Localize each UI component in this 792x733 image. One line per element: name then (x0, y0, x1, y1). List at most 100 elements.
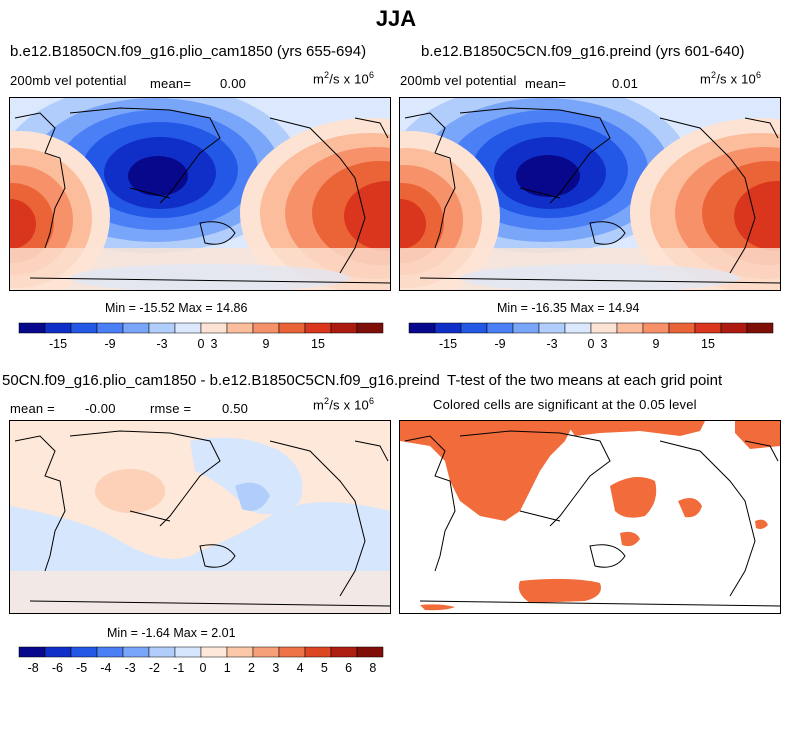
coastlines (14, 430, 390, 607)
map-ttest (399, 420, 781, 614)
colorbar-swatch (538, 322, 566, 334)
colorbar-swatch (642, 322, 670, 334)
panel-tr-mean-label: mean= (525, 76, 567, 91)
colorbar-tick-label: 3 (272, 661, 279, 675)
colorbar-swatch (668, 322, 696, 334)
colorbar-swatch (590, 322, 618, 334)
colorbar-swatch (18, 646, 46, 658)
panel-bl-rmse-label: rmse = (150, 401, 192, 416)
panel-tl-units: m2/s x 106 (313, 70, 375, 87)
coastlines (14, 107, 390, 284)
panel-tl-case-title: b.e12.B1850CN.f09_g16.plio_cam1850 (yrs … (10, 43, 367, 60)
colorbar-tick-label: -4 (100, 661, 111, 675)
velocity-potential-field (400, 98, 780, 290)
colorbar-swatch (18, 322, 46, 334)
colorbar-swatch (252, 646, 280, 658)
colorbar-swatch (252, 322, 280, 334)
colorbar-swatch (226, 322, 254, 334)
panel-tl-variable: 200mb vel potential (10, 73, 127, 88)
colorbar-swatch (460, 322, 488, 334)
colorbar-swatch (720, 322, 748, 334)
colorbar-tick-label: -3 (156, 337, 167, 351)
colorbar-tick-label: -5 (76, 661, 87, 675)
colorbar-swatch (330, 646, 358, 658)
panel-br-case-title: T-test of the two means at each grid poi… (447, 372, 723, 389)
colorbar-tick-label: 0 (198, 337, 205, 351)
coastlines (404, 430, 780, 607)
panel-tl-mean-value: 0.00 (220, 76, 247, 91)
colorbar-tick-label: 1 (224, 661, 231, 675)
colorbar-swatch (304, 646, 332, 658)
colorbar-tick-label: 6 (345, 661, 352, 675)
colorbar-swatch (278, 322, 306, 334)
panel-bl-rmse-value: 0.50 (222, 401, 249, 416)
colorbar-swatch (278, 646, 306, 658)
colorbar-tick-label: 3 (211, 337, 218, 351)
colorbar-swatch (122, 322, 150, 334)
panel-br-subtitle: Colored cells are significant at the 0.0… (433, 397, 697, 412)
colorbar-swatch (44, 322, 72, 334)
colorbar-swatch (122, 646, 150, 658)
colorbar-tick-label: 8 (369, 661, 376, 675)
colorbar-swatch (174, 322, 202, 334)
panel-tr-variable: 200mb vel potential (400, 73, 517, 88)
colorbar-swatch (434, 322, 462, 334)
panel-bl-mean-label: mean = (10, 401, 55, 416)
map-plio-cam1850 (9, 97, 391, 291)
colorbar-swatch (486, 322, 514, 334)
velocity-potential-field (10, 98, 390, 290)
panel-bl-case-title: 50CN.f09_g16.plio_cam1850 - b.e12.B1850C… (2, 372, 440, 389)
panel-bl-minmax: Min = -1.64 Max = 2.01 (107, 626, 236, 640)
panel-bl-mean-value: -0.00 (85, 401, 116, 416)
colorbar-swatch (70, 646, 98, 658)
panel-bl-units: m2/s x 106 (313, 396, 375, 413)
colorbar-tick-label: -1 (173, 661, 184, 675)
colorbar-tick-label: 9 (263, 337, 270, 351)
colorbar-tick-label: -15 (49, 337, 67, 351)
panel-tr-case-title: b.e12.B1850C5CN.f09_g16.preind (yrs 601-… (421, 43, 745, 60)
colorbar-swatch (408, 322, 436, 334)
colorbar-swatch (304, 322, 332, 334)
colorbar-tick-label: 0 (200, 661, 207, 675)
colorbar-swatch (44, 646, 72, 658)
colorbar-diff: -8 -6 -5 -4 -3 -2 -1 0 1 2 3 4 5 6 8 (18, 646, 384, 677)
colorbar-tick-label: -6 (52, 661, 63, 675)
colorbar-abs-right: -15 -9 -3 0 3 9 15 (408, 322, 774, 353)
colorbar-tick-label: -3 (546, 337, 557, 351)
colorbar-abs-left: -15 -9 -3 0 3 9 15 (18, 322, 384, 353)
colorbar-tick-label: -3 (125, 661, 136, 675)
colorbar-swatch (356, 322, 384, 334)
map-difference (9, 420, 391, 614)
colorbar-swatch (148, 646, 176, 658)
colorbar-tick-label: -2 (149, 661, 160, 675)
colorbar-tick-label: 15 (701, 337, 715, 351)
colorbar-swatch (174, 646, 202, 658)
panel-tl-mean-label: mean= (150, 76, 192, 91)
colorbar-tick-label: 0 (588, 337, 595, 351)
colorbar-swatch (226, 646, 254, 658)
colorbar-tick-label: -8 (28, 661, 39, 675)
colorbar-swatch (200, 646, 228, 658)
colorbar-tick-label: 15 (311, 337, 325, 351)
colorbar-swatch (148, 322, 176, 334)
colorbar-swatch (746, 322, 774, 334)
colorbar-swatch (200, 322, 228, 334)
colorbar-tick-label: 3 (601, 337, 608, 351)
colorbar-swatch (564, 322, 592, 334)
colorbar-swatch (694, 322, 722, 334)
colorbar-swatch (330, 322, 358, 334)
colorbar-tick-label: -15 (439, 337, 457, 351)
panel-tr-units: m2/s x 106 (700, 70, 762, 87)
colorbar-swatch (616, 322, 644, 334)
panel-tr-minmax: Min = -16.35 Max = 14.94 (497, 301, 640, 315)
colorbar-swatch (512, 322, 540, 334)
colorbar-tick-label: -9 (104, 337, 115, 351)
colorbar-swatch (96, 322, 124, 334)
panel-tl-minmax: Min = -15.52 Max = 14.86 (105, 301, 248, 315)
map-preind (399, 97, 781, 291)
colorbar-tick-label: -9 (494, 337, 505, 351)
panel-tr-mean-value: 0.01 (612, 76, 639, 91)
coastlines (404, 107, 780, 284)
colorbar-tick-label: 5 (321, 661, 328, 675)
colorbar-swatch (70, 322, 98, 334)
